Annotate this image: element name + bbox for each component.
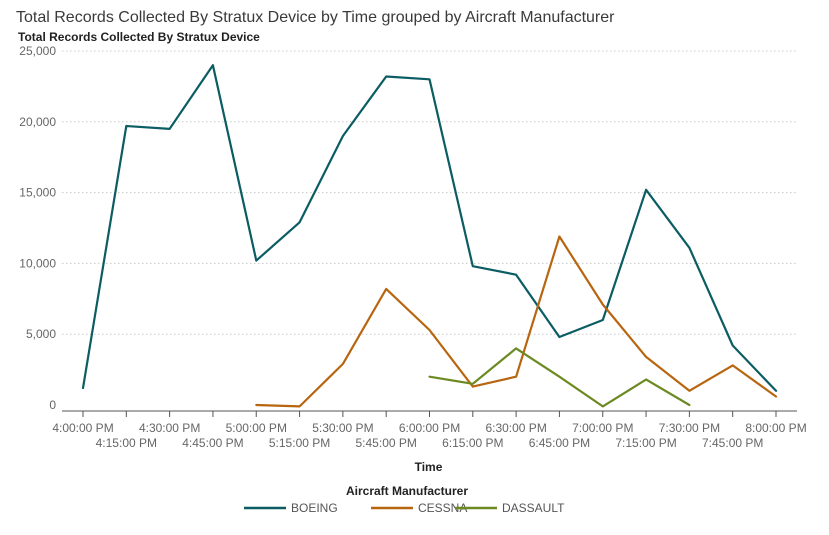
y-tick-label: 0	[49, 398, 56, 412]
x-tick-label: 8:00:00 PM	[745, 421, 806, 435]
y-tick-label: 20,000	[19, 115, 56, 129]
series-lines	[81, 64, 778, 408]
x-tick-label: 4:45:00 PM	[182, 436, 243, 450]
chart-title: Total Records Collected By Stratux Devic…	[16, 9, 615, 26]
legend-label: BOEING	[291, 501, 338, 515]
x-tick-label: 4:00:00 PM	[52, 421, 113, 435]
series-line-boeing	[81, 64, 778, 392]
x-tick-label: 6:00:00 PM	[399, 421, 460, 435]
x-tick-label: 7:00:00 PM	[572, 421, 633, 435]
x-axis-ticks: 4:00:00 PM4:15:00 PM4:30:00 PM4:45:00 PM…	[52, 411, 807, 450]
y-tick-label: 15,000	[19, 186, 56, 200]
y-tick-label: 5,000	[26, 327, 56, 341]
x-tick-label: 7:30:00 PM	[659, 421, 720, 435]
x-tick-label: 5:45:00 PM	[356, 436, 417, 450]
x-tick-label: 6:15:00 PM	[442, 436, 503, 450]
gridlines	[62, 50, 797, 335]
x-tick-label: 7:15:00 PM	[615, 436, 676, 450]
legend-item-boeing[interactable]: BOEING	[244, 501, 338, 515]
x-tick-label: 6:30:00 PM	[485, 421, 546, 435]
x-tick-label: 5:15:00 PM	[269, 436, 330, 450]
x-tick-label: 4:15:00 PM	[96, 436, 157, 450]
x-tick-label: 4:30:00 PM	[139, 421, 200, 435]
y-axis-ticks: 0 5,000 10,000 15,000 20,000 25,000	[19, 44, 56, 412]
series-line-cessna	[255, 235, 778, 408]
x-tick-label: 7:45:00 PM	[702, 436, 763, 450]
y-tick-label: 25,000	[19, 44, 56, 58]
legend-item-cessna[interactable]: CESSNA	[371, 501, 467, 515]
legend-label: DASSAULT	[502, 501, 565, 515]
legend-item-dassault[interactable]: DASSAULT	[455, 501, 565, 515]
legend[interactable]: Aircraft Manufacturer BOEING CESSNA DASSAU…	[244, 484, 565, 515]
legend-title: Aircraft Manufacturer	[346, 484, 468, 498]
x-tick-label: 5:00:00 PM	[226, 421, 287, 435]
series-line-dassault	[428, 347, 691, 408]
x-tick-label: 5:30:00 PM	[312, 421, 373, 435]
legend-label: CESSNA	[418, 501, 467, 515]
chart-subtitle: Total Records Collected By Stratux Devic…	[18, 30, 260, 44]
x-axis-title: Time	[415, 460, 443, 474]
x-tick-label: 6:45:00 PM	[529, 436, 590, 450]
y-tick-label: 10,000	[19, 256, 56, 270]
